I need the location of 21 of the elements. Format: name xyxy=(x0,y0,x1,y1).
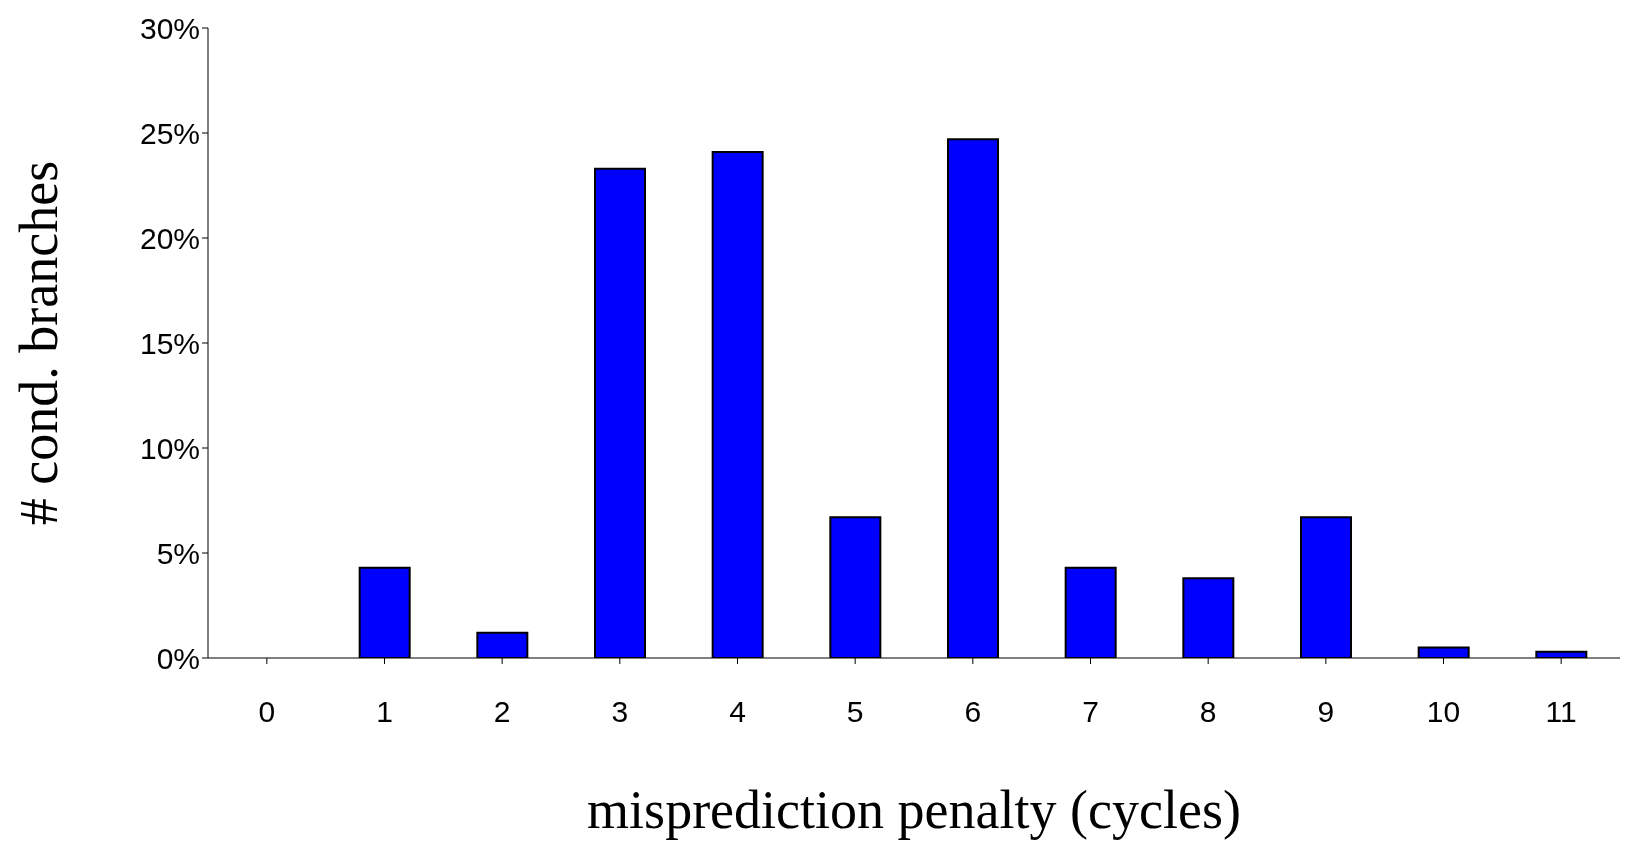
x-tick-label: 6 xyxy=(964,695,982,729)
y-tick-label: 10% xyxy=(139,431,200,465)
x-tick-label: 7 xyxy=(1082,695,1099,729)
x-tick-label: 1 xyxy=(376,695,393,729)
y-axis-title: # cond. branches xyxy=(9,160,70,526)
x-tick-label: 11 xyxy=(1545,695,1577,729)
x-tick-label: 8 xyxy=(1199,695,1217,729)
x-tick-label: 3 xyxy=(611,695,629,729)
x-axis-title: misprediction penalty (cycles) xyxy=(587,780,1241,840)
y-tick-label: 5% xyxy=(156,536,200,570)
y-tick-label: 25% xyxy=(139,116,200,150)
x-tick-label: 4 xyxy=(729,695,746,729)
y-tick-label: 30% xyxy=(139,11,200,45)
x-tick-label: 10 xyxy=(1426,695,1461,729)
y-tick-label: 15% xyxy=(139,326,200,360)
y-tick-label: 20% xyxy=(139,221,200,255)
x-tick-label: 2 xyxy=(493,695,511,729)
x-tick-label: 9 xyxy=(1317,695,1335,729)
x-tick-label: 0 xyxy=(258,695,276,729)
x-tick-label: 5 xyxy=(846,695,864,729)
y-tick-label: 0% xyxy=(156,641,200,675)
